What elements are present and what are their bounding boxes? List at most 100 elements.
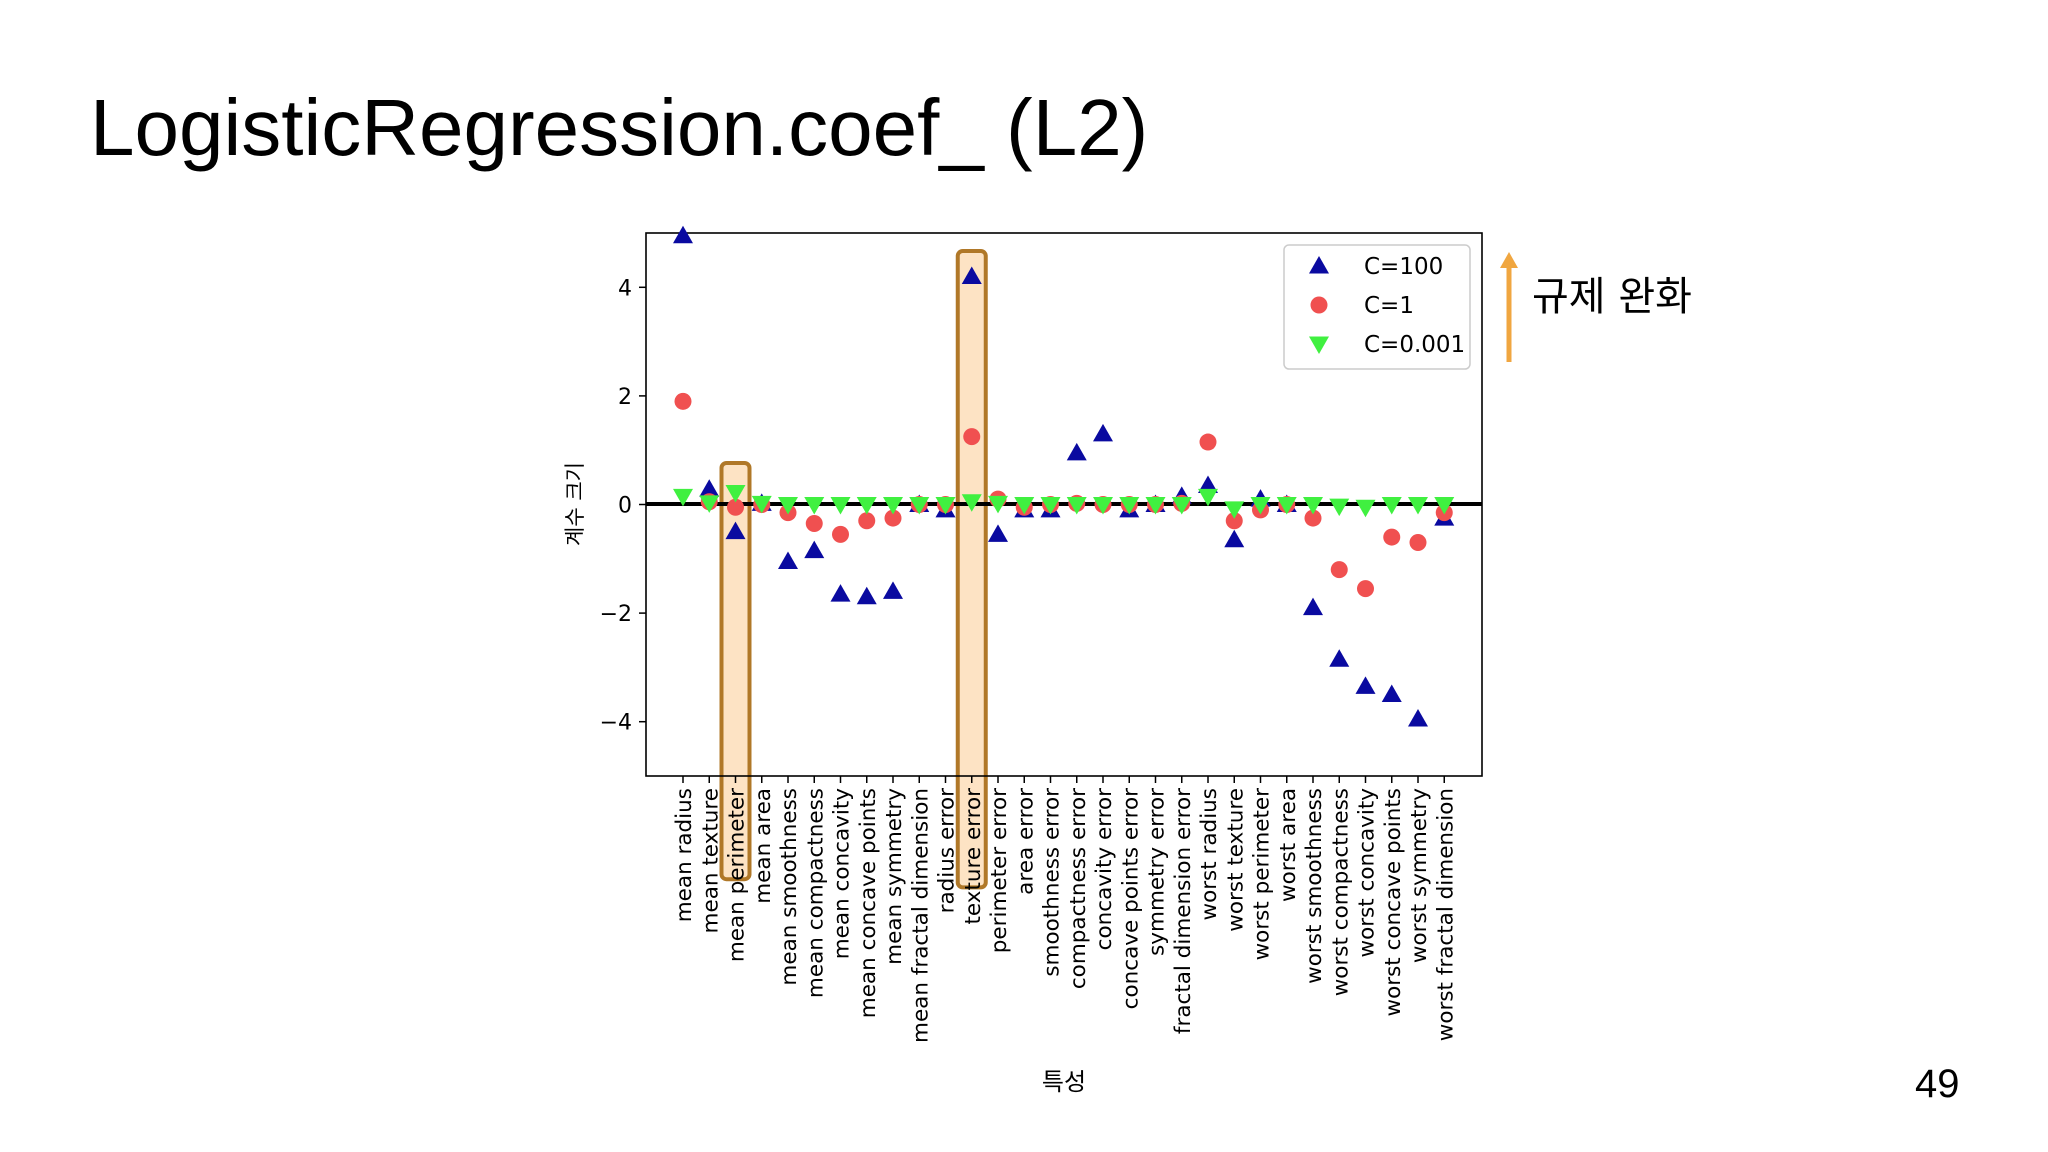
x-tick-label: smoothness error (1040, 788, 1065, 977)
triangle-down-marker (1329, 498, 1350, 517)
triangle-down-marker (1119, 497, 1140, 515)
triangle-down-marker (699, 495, 720, 513)
arrow-head-icon (1500, 252, 1518, 268)
circle-marker (832, 525, 849, 543)
y-tick-label: 2 (618, 385, 632, 410)
circle-marker (884, 509, 902, 527)
circle-marker (1225, 512, 1243, 530)
triangle-up-marker (1355, 676, 1376, 694)
y-axis: −4 −2 0 2 4 (600, 276, 646, 736)
triangle-up-marker (804, 540, 825, 559)
triangle-up-marker (1408, 708, 1428, 727)
circle-marker (858, 512, 876, 530)
triangle-down-marker (1145, 497, 1166, 515)
x-tick-label: mean smoothness (777, 788, 802, 986)
legend: C=100 C=1 C=0.001 (1283, 244, 1471, 370)
x-tick-label: worst smoothness (1302, 788, 1327, 984)
triangle-down-marker (1224, 501, 1245, 519)
triangle-up-marker (1198, 475, 1218, 493)
x-tick-label: compactness error (1066, 788, 1091, 989)
triangle-up-marker (1381, 684, 1402, 703)
x-tick-label: mean concavity (830, 788, 855, 960)
legend-label: C=0.001 (1364, 332, 1465, 358)
circle-marker (727, 498, 744, 516)
page-number: 49 (1915, 1062, 1960, 1106)
x-tick-label: mean perimeter (725, 788, 750, 962)
highlight-boxes (719, 249, 988, 890)
annotation-label: 규제 완화 (1532, 274, 1692, 320)
triangle-up-marker (988, 524, 1008, 542)
triangle-down-marker (883, 497, 903, 515)
triangle-down-marker (1040, 497, 1061, 515)
x-tick-label: mean texture (698, 788, 723, 933)
circle-marker (1409, 534, 1427, 552)
x-tick-label: mean fractal dimension (908, 788, 933, 1043)
triangle-up-marker (856, 586, 877, 605)
triangle-down-marker (1303, 497, 1323, 515)
triangle-up-marker (673, 225, 693, 244)
triangle-up-marker (699, 479, 720, 497)
legend-label: C=1 (1364, 293, 1414, 319)
x-tick-label: concave points error (1118, 788, 1143, 1009)
x-axis-label: 특성 (1042, 1068, 1086, 1096)
circle-marker (1199, 433, 1217, 451)
annotation: 규제 완화 (1500, 252, 1692, 362)
x-tick-label: perimeter error (987, 788, 1012, 953)
y-tick-label: 0 (618, 494, 632, 519)
circle-marker (674, 392, 692, 410)
x-tick-label: mean compactness (803, 788, 828, 998)
x-tick-label: worst perimeter (1250, 788, 1275, 961)
triangle-down-marker (935, 497, 956, 515)
triangle-down-marker (1093, 497, 1113, 515)
data-points (673, 225, 1455, 727)
triangle-down-marker (988, 495, 1008, 514)
x-tick-label: mean radius (672, 788, 697, 922)
triangle-up-marker (725, 521, 746, 540)
circle-marker (805, 515, 823, 533)
legend-marker (1309, 336, 1329, 354)
triangle-down-marker (909, 497, 930, 515)
x-tick-label: worst texture (1223, 788, 1248, 932)
triangle-down-marker (778, 497, 798, 515)
x-tick-label: concavity error (1092, 788, 1117, 950)
highlight-box (955, 249, 988, 890)
triangle-down-marker (1355, 499, 1376, 518)
triangle-down-marker (804, 497, 825, 515)
x-tick-label: worst concave points (1381, 788, 1406, 1016)
highlight-box (719, 461, 752, 882)
circle-marker (1357, 580, 1374, 598)
x-tick-label: mean symmetry (882, 788, 907, 965)
triangle-up-marker (1329, 649, 1350, 667)
x-tick-label: texture error (961, 788, 986, 925)
x-tick-label: area error (1013, 788, 1038, 895)
triangle-down-marker (830, 497, 851, 515)
circle-marker (1383, 528, 1401, 546)
x-tick-label: worst symmetry (1407, 788, 1432, 963)
x-tick-label: radius error (935, 788, 960, 914)
legend-box (1283, 244, 1471, 370)
circle-marker (1304, 509, 1322, 527)
triangle-up-marker (1224, 529, 1245, 548)
triangle-down-marker (856, 497, 877, 515)
x-tick-label: symmetry error (1145, 788, 1170, 956)
triangle-down-marker (1250, 497, 1271, 515)
triangle-up-marker (883, 581, 903, 599)
circle-marker (1330, 561, 1348, 579)
x-tick-label: mean area (751, 788, 776, 904)
triangle-up-marker (778, 551, 798, 570)
legend-label: C=100 (1364, 254, 1443, 280)
x-tick-label: mean concave points (856, 788, 881, 1018)
y-axis-label: 계수 크기 (563, 462, 587, 546)
triangle-down-marker (751, 495, 772, 514)
triangle-up-marker (1066, 442, 1087, 461)
legend-marker (1309, 256, 1329, 274)
x-tick-label: fractal dimension error (1171, 788, 1196, 1034)
triangle-up-marker (830, 584, 851, 602)
triangle-down-marker (1408, 497, 1428, 515)
x-tick-label: worst compactness (1328, 788, 1353, 996)
x-tick-label: worst concavity (1355, 788, 1380, 958)
slide-title: LogisticRegression.coef_ (L2) (90, 83, 1149, 172)
triangle-down-marker (1066, 497, 1087, 515)
triangle-up-marker (961, 266, 982, 284)
